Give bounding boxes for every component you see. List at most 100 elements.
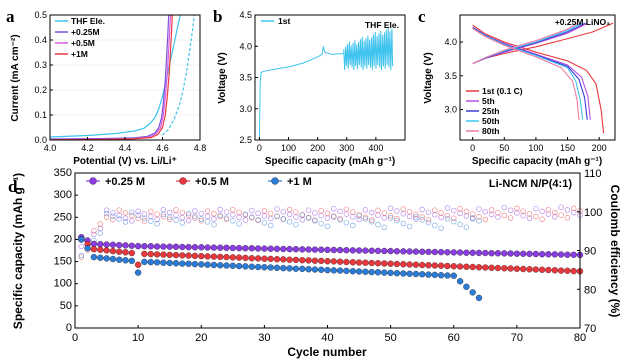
y-tick-label: 3.0: [444, 105, 457, 115]
legend-marker: [89, 177, 97, 185]
ce-point: [141, 215, 148, 221]
panel-b-y-label: Voltage (V): [217, 52, 228, 103]
capacity-point: [444, 262, 451, 270]
capacity-point: [299, 265, 306, 273]
ce-point: [103, 207, 110, 213]
ce-point: [387, 213, 394, 219]
capacity-point: [374, 247, 382, 255]
ce-point: [103, 210, 110, 217]
ce-point: [451, 207, 457, 214]
panel-d: d 0 10 20 30 40 50 60 70 80 05010015020025030035…: [8, 167, 620, 359]
ce-point: [507, 215, 514, 221]
capacity-point: [210, 244, 218, 251]
capacity-point: [343, 258, 350, 266]
capacity-point: [261, 255, 268, 262]
ce-point: [337, 217, 343, 223]
capacity-point: [311, 246, 319, 253]
ce-point: [552, 214, 558, 220]
ce-point: [129, 218, 135, 224]
capacity-point: [198, 261, 205, 268]
ce-point: [274, 206, 280, 212]
legend-marker: [179, 177, 187, 185]
capacity-point: [318, 257, 325, 265]
x-tick-label: 300: [339, 143, 354, 153]
ce-point: [558, 204, 564, 210]
ce-point: [154, 221, 160, 227]
capacity-point: [191, 244, 199, 251]
capacity-point: [134, 242, 142, 250]
capacity-point: [324, 258, 331, 265]
ce-point: [236, 214, 242, 221]
capacity-point: [431, 271, 438, 279]
capacity-point: [513, 250, 521, 257]
ce-point: [173, 207, 179, 213]
ce-point: [539, 216, 545, 223]
y-tick-label: 0.0: [34, 135, 47, 145]
ce-point: [305, 215, 312, 221]
ce-point: [324, 210, 331, 217]
ce-point: [488, 211, 495, 218]
capacity-point: [526, 250, 533, 258]
ce-point: [223, 216, 230, 222]
capacity-point: [520, 250, 527, 257]
ce-point: [400, 206, 407, 212]
ce-point: [425, 216, 432, 223]
legend-label: +1 M: [287, 176, 312, 188]
y-tick-label: 350: [54, 167, 72, 179]
ce-point: [230, 212, 236, 218]
capacity-point: [122, 242, 129, 249]
capacity-point: [292, 265, 300, 272]
ce-point: [381, 215, 388, 221]
capacity-point: [532, 250, 539, 258]
ce-point: [148, 218, 154, 224]
capacity-point: [128, 257, 135, 265]
ce-point: [211, 221, 217, 228]
x-tick-label: 60: [448, 332, 460, 344]
capacity-point: [116, 248, 123, 255]
capacity-point: [210, 253, 218, 260]
ce-point: [324, 223, 331, 230]
x-tick-label: 400: [368, 143, 383, 153]
capacity-point: [488, 264, 495, 271]
ce-point: [293, 221, 299, 228]
y2-tick-label: 90: [584, 246, 596, 258]
capacity-point: [147, 258, 154, 266]
ce-point: [476, 217, 482, 224]
ce-point: [507, 207, 514, 214]
x-tick-label: 0: [257, 143, 262, 153]
ce-point: [97, 221, 104, 227]
ce-point: [501, 204, 508, 211]
capacity-point: [412, 261, 420, 268]
capacity-point: [412, 270, 420, 278]
ce-point: [432, 207, 438, 213]
ce-point: [103, 214, 110, 220]
panel-d-annotation: Li-NCM N/P(4:1): [489, 178, 572, 190]
x-tick-label: 0: [470, 143, 475, 153]
y-tick-label: 0.4: [34, 35, 47, 45]
series-line-1: [49, 14, 170, 140]
capacity-point: [299, 257, 306, 264]
capacity-point: [507, 250, 514, 257]
capacity-point: [153, 243, 161, 250]
ce-point: [129, 209, 135, 216]
ce-point: [166, 216, 173, 223]
panel-d-y-ticks: 0 50 100 150 200 250 300 350: [54, 167, 78, 334]
ce-point: [564, 207, 571, 213]
capacity-point: [545, 251, 552, 258]
capacity-point: [78, 236, 85, 243]
capacity-point: [431, 262, 438, 269]
y-tick-label: 3.5: [444, 71, 457, 81]
legend-label: 25th: [482, 106, 499, 116]
capacity-point: [349, 247, 356, 254]
ce-point: [350, 213, 356, 220]
capacity-point: [166, 259, 173, 267]
ce-point: [495, 209, 501, 216]
x-tick-label: 40: [321, 332, 333, 344]
capacity-point: [179, 260, 186, 267]
ce-point: [179, 215, 186, 221]
capacity-point: [513, 265, 521, 272]
capacity-point: [128, 249, 135, 257]
ce-point: [160, 213, 167, 220]
ce-point: [305, 207, 312, 213]
x-tick-label: 80: [574, 332, 586, 344]
